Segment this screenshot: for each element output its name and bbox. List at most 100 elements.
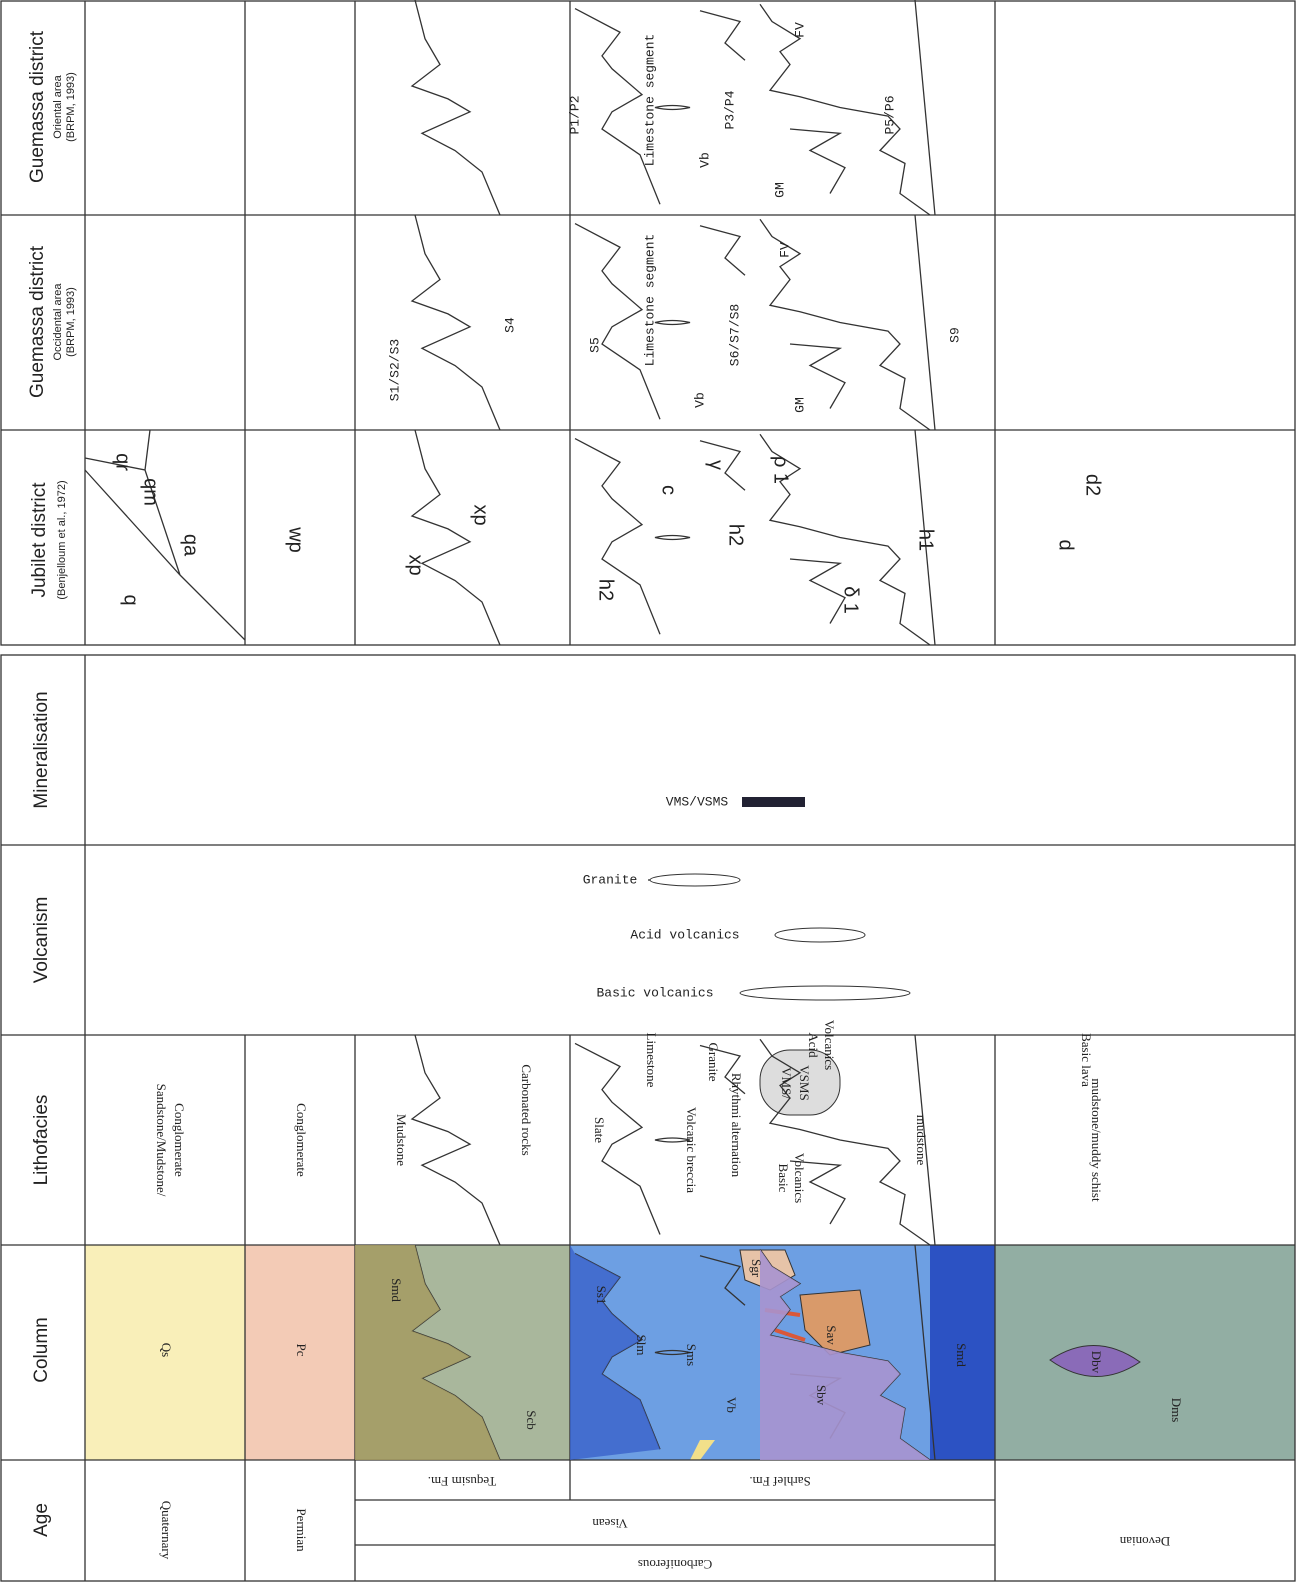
oriental-label: Limestone segment <box>642 34 657 167</box>
headers-label: Occidental area <box>52 283 64 361</box>
lithofacies-label: Conglomerate <box>172 1103 187 1177</box>
volcanism-label: Basic volcanics <box>596 985 713 1000</box>
age-label: Devonian <box>1119 1534 1170 1549</box>
column-label: Sav <box>824 1325 839 1345</box>
oriental-label: Vb <box>697 152 712 168</box>
headers-label: Oriental area <box>52 74 64 138</box>
lithofacies-label: Limestone <box>644 1033 659 1088</box>
lithofacies-label: Volcanics <box>792 1153 807 1203</box>
jubilet-label: h1 <box>915 529 937 551</box>
lithofacies-label: Sandstone/Mudstone/ <box>154 1084 169 1197</box>
lithofacies-label: Volcanics <box>822 1020 837 1070</box>
lithofacies-label: Slate <box>592 1117 607 1143</box>
jubilet-label: q <box>120 594 142 605</box>
occidental-label: Vb <box>692 392 707 408</box>
jubilet-label: ρ 1 <box>770 456 792 484</box>
jubilet-label: c <box>658 485 680 495</box>
oriental-label: P3/P4 <box>722 90 737 129</box>
lithofacies-label: mudstone/muddy schist <box>1089 1078 1104 1202</box>
mineralisation-bar <box>742 797 805 807</box>
contact-line <box>412 1035 500 1245</box>
jubilet-label: γ <box>705 460 727 470</box>
headers-label: Lithofacies <box>31 1095 52 1186</box>
granite-lens <box>650 874 740 886</box>
jubilet-label: δ 1 <box>840 586 862 614</box>
occidental-label: S6/S7/S8 <box>727 304 742 366</box>
age-label: Tequsim Fm. <box>428 1474 496 1489</box>
contact-line <box>790 129 845 194</box>
column-label: Sgr <box>749 1259 764 1278</box>
jubilet-label: d <box>1055 539 1077 550</box>
jubilet-label: qm <box>140 478 162 506</box>
lithofacies-label: VMS/ <box>779 1067 794 1099</box>
devonian-fill <box>995 1245 1295 1460</box>
headers-label: Column <box>31 1317 52 1382</box>
lithofacies-label: Granite <box>706 1043 721 1082</box>
occidental-label: S4 <box>502 317 517 333</box>
contacts <box>355 0 935 1460</box>
lithofacies-label: Mudstone <box>394 1114 409 1166</box>
column-label: Scb <box>524 1410 539 1430</box>
contact-line <box>700 226 745 275</box>
occidental-label: FV <box>777 242 792 258</box>
column-label: Sms <box>684 1344 699 1366</box>
column-label: Smd <box>954 1343 969 1367</box>
occidental-label: S9 <box>947 327 962 343</box>
age-label: Visean <box>592 1516 628 1531</box>
occidental-label: S5 <box>587 337 602 353</box>
contact-line <box>412 215 500 430</box>
lithofacies-label: Rhythmi alternation <box>729 1073 744 1178</box>
headers-label: (BRPM, 1993) <box>65 72 77 142</box>
jubilet-label: qa <box>180 534 202 557</box>
lithofacies-label: Conglomerate <box>294 1103 309 1177</box>
contact-line <box>790 559 845 624</box>
headers-label: Volcanism <box>31 897 52 984</box>
column-label: Slm <box>634 1335 649 1356</box>
jubilet-label: h2 <box>725 524 747 546</box>
volcanism-label: Acid volcanics <box>630 927 739 942</box>
occidental-label: GM <box>792 397 807 413</box>
occidental-label: Limestone segment <box>642 234 657 367</box>
contact-line <box>575 439 660 635</box>
lithofacies-label: Volcanic breccia <box>684 1107 699 1193</box>
jubilet-label: h2 <box>595 579 617 601</box>
column-label: Qs <box>159 1343 174 1357</box>
column-label: Vb <box>724 1397 739 1413</box>
jubilet-label: xp <box>405 554 427 575</box>
lithofacies-label: Carbonated rocks <box>519 1064 534 1155</box>
headers-label: Mineralisation <box>31 691 52 808</box>
oriental-label: P1/P2 <box>567 95 582 134</box>
acid-lens <box>775 928 865 942</box>
limestone-lens <box>655 536 690 540</box>
column-label: Pc <box>294 1344 309 1357</box>
basic-lens <box>740 986 910 1000</box>
stratigraphic-diagram: AgeColumnLithofaciesVolcanismMineralisat… <box>0 0 1305 1582</box>
mineralisation-label: VMS/VSMS <box>666 794 729 809</box>
contact-line <box>412 0 500 215</box>
jubilet-label: xp <box>470 504 492 525</box>
headers-label: Jubilet district <box>29 482 50 598</box>
oriental-label: GM <box>772 182 787 198</box>
headers-label: Guemassa district <box>27 245 48 398</box>
column-label: Dms <box>1169 1398 1184 1423</box>
lithofacies-label: Acid <box>806 1032 821 1058</box>
headers-label: Guemassa district <box>27 30 48 183</box>
column-label: Sbv <box>814 1385 829 1406</box>
headers-label: (BRPM, 1993) <box>65 287 77 357</box>
lithofacies-label: Basic <box>776 1164 791 1193</box>
oriental-label: P5/P6 <box>882 95 897 134</box>
age-label: Carboniferous <box>638 1557 712 1572</box>
volcanism-label: Granite <box>583 872 638 887</box>
limestone-lens <box>655 321 690 325</box>
quaternary-contacts <box>85 430 245 640</box>
column-label: Dbv <box>1089 1351 1104 1374</box>
lithofacies-label: mudstone <box>914 1115 929 1166</box>
age-label: Quaternary <box>159 1501 174 1560</box>
oriental-label: FV <box>792 22 807 38</box>
lithofacies-label: VSMS <box>797 1065 812 1100</box>
jubilet-label: wp <box>285 526 307 553</box>
contact-line <box>915 215 935 430</box>
jubilet-label: d2 <box>1082 474 1104 496</box>
headers-label: (Benjelloum et al., 1972) <box>56 480 68 599</box>
age-label: Sarhlef Fm. <box>749 1474 810 1489</box>
